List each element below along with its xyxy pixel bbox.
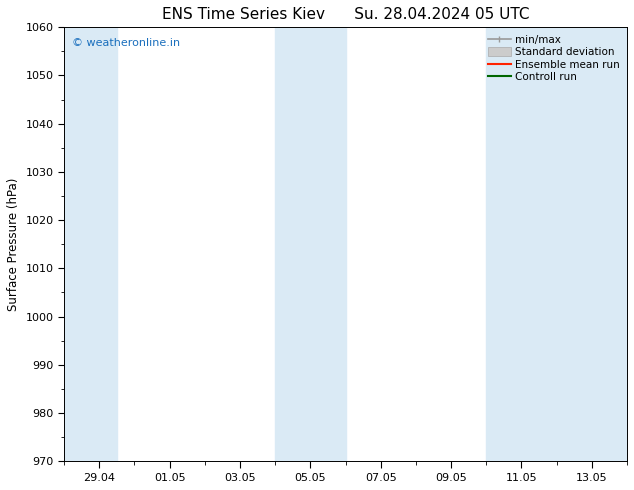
Title: ENS Time Series Kiev      Su. 28.04.2024 05 UTC: ENS Time Series Kiev Su. 28.04.2024 05 U… bbox=[162, 7, 529, 22]
Legend: min/max, Standard deviation, Ensemble mean run, Controll run: min/max, Standard deviation, Ensemble me… bbox=[486, 32, 622, 84]
Bar bbox=[486, 27, 627, 461]
Bar bbox=[275, 27, 346, 461]
Y-axis label: Surface Pressure (hPa): Surface Pressure (hPa) bbox=[7, 177, 20, 311]
Text: © weatheronline.in: © weatheronline.in bbox=[72, 38, 181, 48]
Bar bbox=[64, 27, 117, 461]
